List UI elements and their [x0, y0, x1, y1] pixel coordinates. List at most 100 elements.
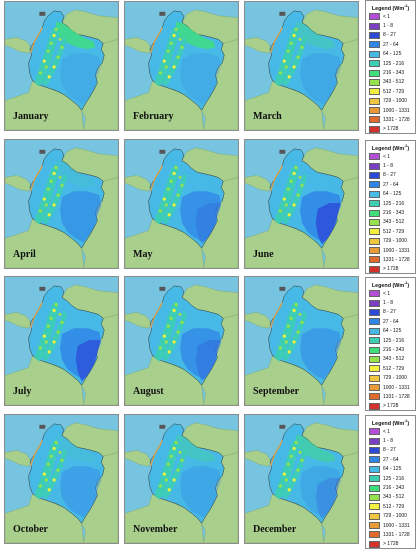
peak-spot	[178, 175, 182, 179]
high-radiation-region	[296, 21, 336, 50]
peak-spot	[300, 45, 304, 49]
peak-spot	[169, 454, 173, 458]
peak-spot	[38, 71, 42, 75]
peak-spot	[38, 484, 42, 488]
neighbor-land	[5, 37, 31, 54]
peak-spot	[166, 462, 170, 466]
peak-spot	[289, 454, 293, 458]
legend-swatch	[369, 355, 380, 363]
plains-region	[60, 191, 102, 243]
radiation-map	[245, 415, 358, 543]
peak-spot	[164, 478, 168, 482]
legend-range-label: 64 - 125	[383, 191, 402, 198]
legend-item: 125 - 216	[369, 474, 415, 483]
radiation-map	[125, 415, 238, 543]
legend-range-label: 216 - 343	[383, 210, 405, 217]
peak-spot	[47, 75, 51, 79]
peak-spot	[298, 450, 302, 454]
legend-range-label: 216 - 343	[383, 347, 405, 354]
legend-range-label: 8 - 27	[383, 172, 396, 179]
map-panel-september: September	[244, 276, 359, 406]
peak-spot	[294, 440, 298, 445]
month-label: November	[133, 524, 178, 535]
peak-spot	[278, 346, 282, 350]
legend-range-label: 27 - 64	[383, 318, 399, 325]
peak-spot	[169, 316, 173, 320]
legend-range-label: 1331 - 1728	[383, 393, 410, 400]
legend-item: 729 - 1000	[369, 237, 415, 246]
peak-spot	[166, 324, 170, 328]
legend-item: 729 - 1000	[369, 374, 415, 383]
legend-range-label: 1000 - 1331	[383, 247, 410, 254]
month-label: April	[13, 249, 36, 260]
peak-spot	[164, 65, 168, 69]
peak-spot	[296, 468, 300, 472]
radiation-map	[5, 277, 118, 405]
peak-spot	[46, 187, 50, 191]
legend-range-label: > 1728	[383, 541, 399, 548]
peak-spot	[56, 330, 60, 334]
andes-region	[42, 35, 67, 87]
peak-spot	[296, 55, 300, 59]
northern-peninsula	[159, 286, 166, 291]
map-panel-july: July	[4, 276, 119, 406]
neighbor-land	[5, 312, 31, 329]
legend-range-label: 512 - 729	[383, 365, 405, 372]
peak-spot	[56, 55, 60, 59]
neighbor-land	[245, 312, 271, 329]
country-outline	[268, 10, 345, 111]
legend-range-label: 343 - 512	[383, 79, 405, 86]
peak-spot	[174, 440, 178, 445]
legend-swatch	[369, 337, 380, 345]
neighbor-land	[125, 37, 151, 54]
legend-range-label: 729 - 1000	[383, 98, 407, 105]
peak-spot	[294, 27, 298, 32]
legend-item: 216 - 343	[369, 208, 415, 217]
legend-swatch	[369, 22, 380, 30]
legend-item: 125 - 216	[369, 59, 415, 68]
high-radiation-region	[176, 21, 216, 50]
peak-spot	[176, 330, 180, 334]
low-radiation-region	[75, 340, 101, 382]
peak-spot	[178, 37, 182, 41]
legend-range-label: > 1728	[383, 403, 399, 410]
legend-swatch	[369, 181, 380, 189]
andes-region	[162, 173, 187, 225]
legend-range-label: 27 - 64	[383, 456, 399, 463]
legend-title: Legend (Wm-2)	[371, 144, 410, 152]
high-radiation-region	[56, 434, 96, 463]
northern-peninsula	[159, 11, 166, 16]
peak-spot	[176, 55, 180, 59]
peak-spot	[172, 203, 176, 207]
peak-spot	[164, 340, 168, 344]
peak-spot	[289, 316, 293, 320]
legend-box: Legend (Wm-2) < 1 1 - 8 8 - 27 27 - 64 64 - 1…	[365, 0, 416, 134]
plains-region	[60, 53, 102, 105]
peak-spot	[174, 302, 178, 307]
andes-region	[162, 448, 187, 500]
country-outline	[148, 423, 225, 524]
peak-spot	[178, 450, 182, 454]
legend-swatch	[369, 125, 380, 133]
legend-swatch	[369, 456, 380, 464]
legend-item: 1331 - 1728	[369, 115, 415, 124]
peak-spot	[56, 193, 60, 197]
northern-peninsula	[279, 149, 286, 154]
legend-range-label: 125 - 216	[383, 475, 405, 482]
peak-spot	[180, 458, 184, 462]
neighbor-land	[5, 175, 31, 192]
peak-spot	[46, 49, 50, 53]
legend-title: Legend (Wm-2)	[371, 419, 410, 427]
peak-spot	[286, 462, 290, 466]
legend-item: 64 - 125	[369, 327, 415, 336]
legend-swatch	[369, 522, 380, 530]
legend-range-label: 64 - 125	[383, 466, 402, 473]
andes-region	[42, 310, 67, 362]
peak-spot	[158, 209, 162, 213]
legend-swatch	[369, 437, 380, 445]
plains-region	[180, 53, 222, 105]
peak-spot	[54, 165, 58, 170]
legend-swatch	[369, 97, 380, 105]
legend-swatch	[369, 162, 380, 170]
peak-spot	[47, 488, 51, 492]
